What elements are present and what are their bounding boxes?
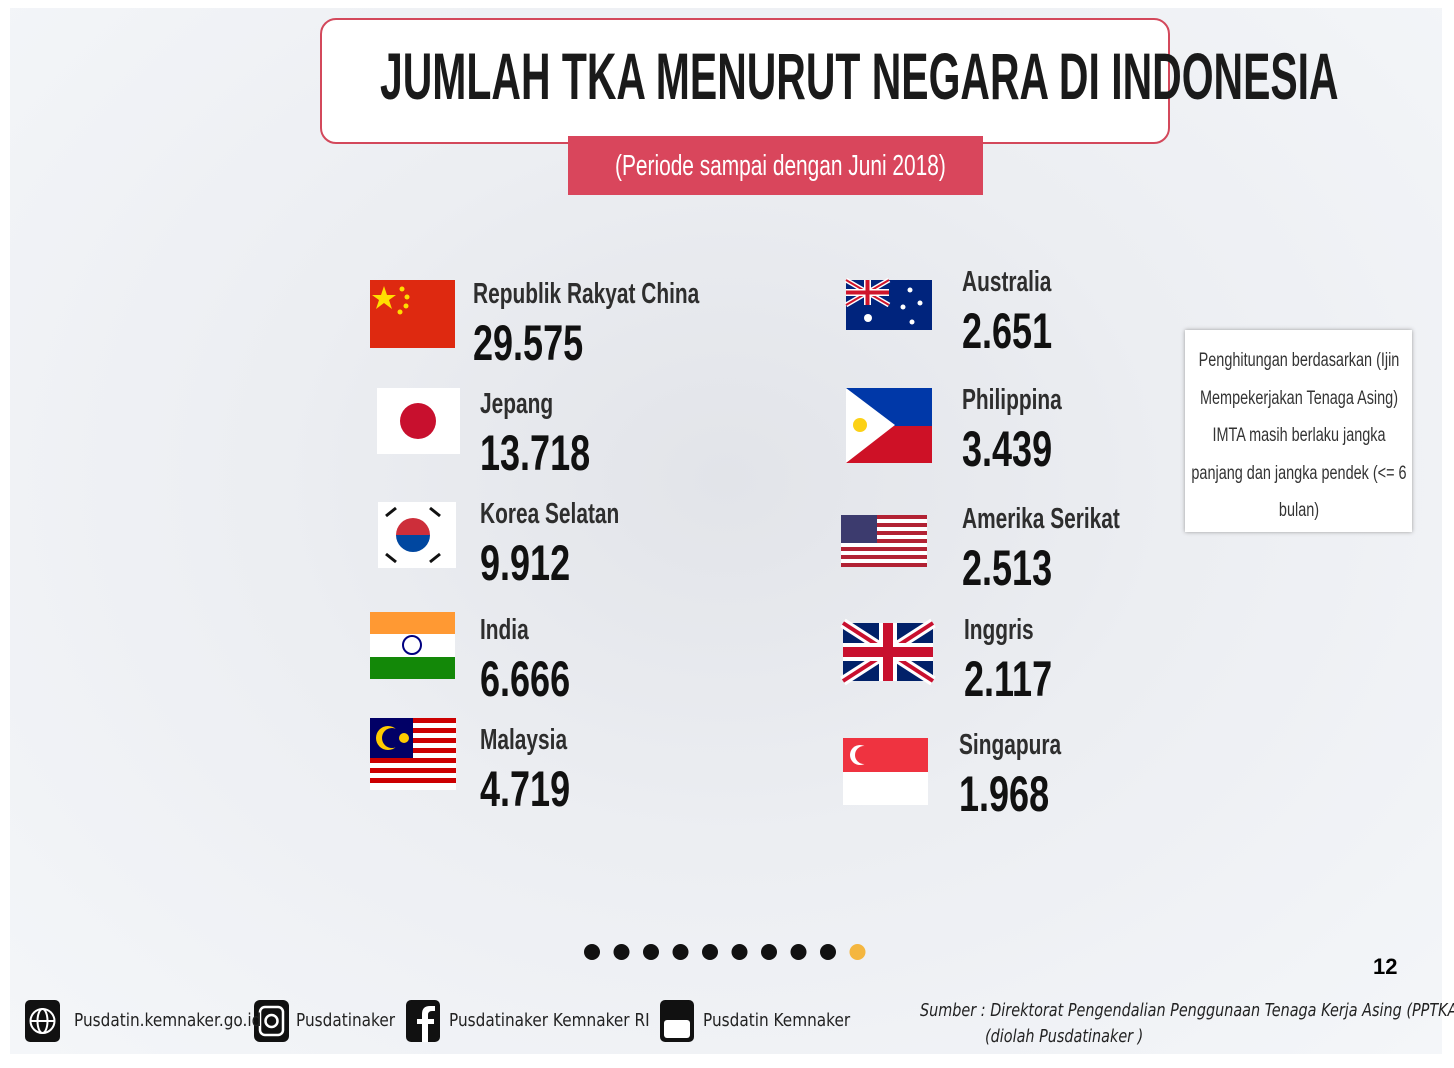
country-name: Republik Rakyat China: [473, 278, 700, 310]
source-note: (diolah Pusdatinaker ): [985, 1026, 1144, 1047]
country-value: 9.912: [480, 535, 571, 591]
subtitle-box: [568, 136, 983, 195]
country-value: 2.651: [962, 303, 1053, 359]
page-number: 12: [1373, 954, 1398, 979]
country-name: Singapura: [959, 729, 1062, 761]
country-name: Inggris: [964, 614, 1034, 646]
country-value: 2.513: [962, 540, 1053, 596]
source: Sumber : Direktorat Pengendalian Penggun…: [920, 1000, 1454, 1021]
title-box: [320, 18, 1170, 144]
country-value: 3.439: [962, 421, 1053, 477]
note: Penghitungan berdasarkan (Ijin Mempekerj…: [1191, 350, 1407, 521]
footer-link: Pusdatin Kemnaker: [703, 1010, 851, 1031]
country-name: Malaysia: [480, 724, 568, 756]
country-name: Jepang: [480, 388, 554, 420]
country-name: India: [480, 614, 529, 646]
subtitle: (Periode sampai dengan Juni 2018): [615, 150, 946, 182]
country-value: 1.968: [959, 766, 1050, 822]
note-box: Penghitungan berdasarkan (Ijin Mempekerj…: [1185, 330, 1412, 532]
country-value: 2.117: [964, 651, 1053, 707]
country-name: Australia: [962, 266, 1052, 298]
country-name: Korea Selatan: [480, 498, 620, 530]
country-name: Philippina: [962, 384, 1062, 416]
country-value: 6.666: [480, 651, 571, 707]
country-value: 13.718: [480, 425, 591, 481]
footer-link: Pusdatinaker Kemnaker RI: [449, 1010, 650, 1031]
country-value: 29.575: [473, 315, 584, 371]
country-name: Amerika Serikat: [962, 503, 1120, 535]
footer-link: Pusdatinaker: [296, 1010, 396, 1031]
footer-link: Pusdatin.kemnaker.go.id: [74, 1010, 262, 1031]
title: JUMLAH TKA MENURUT NEGARA DI INDONESIA: [380, 39, 1339, 113]
country-value: 4.719: [480, 761, 571, 817]
